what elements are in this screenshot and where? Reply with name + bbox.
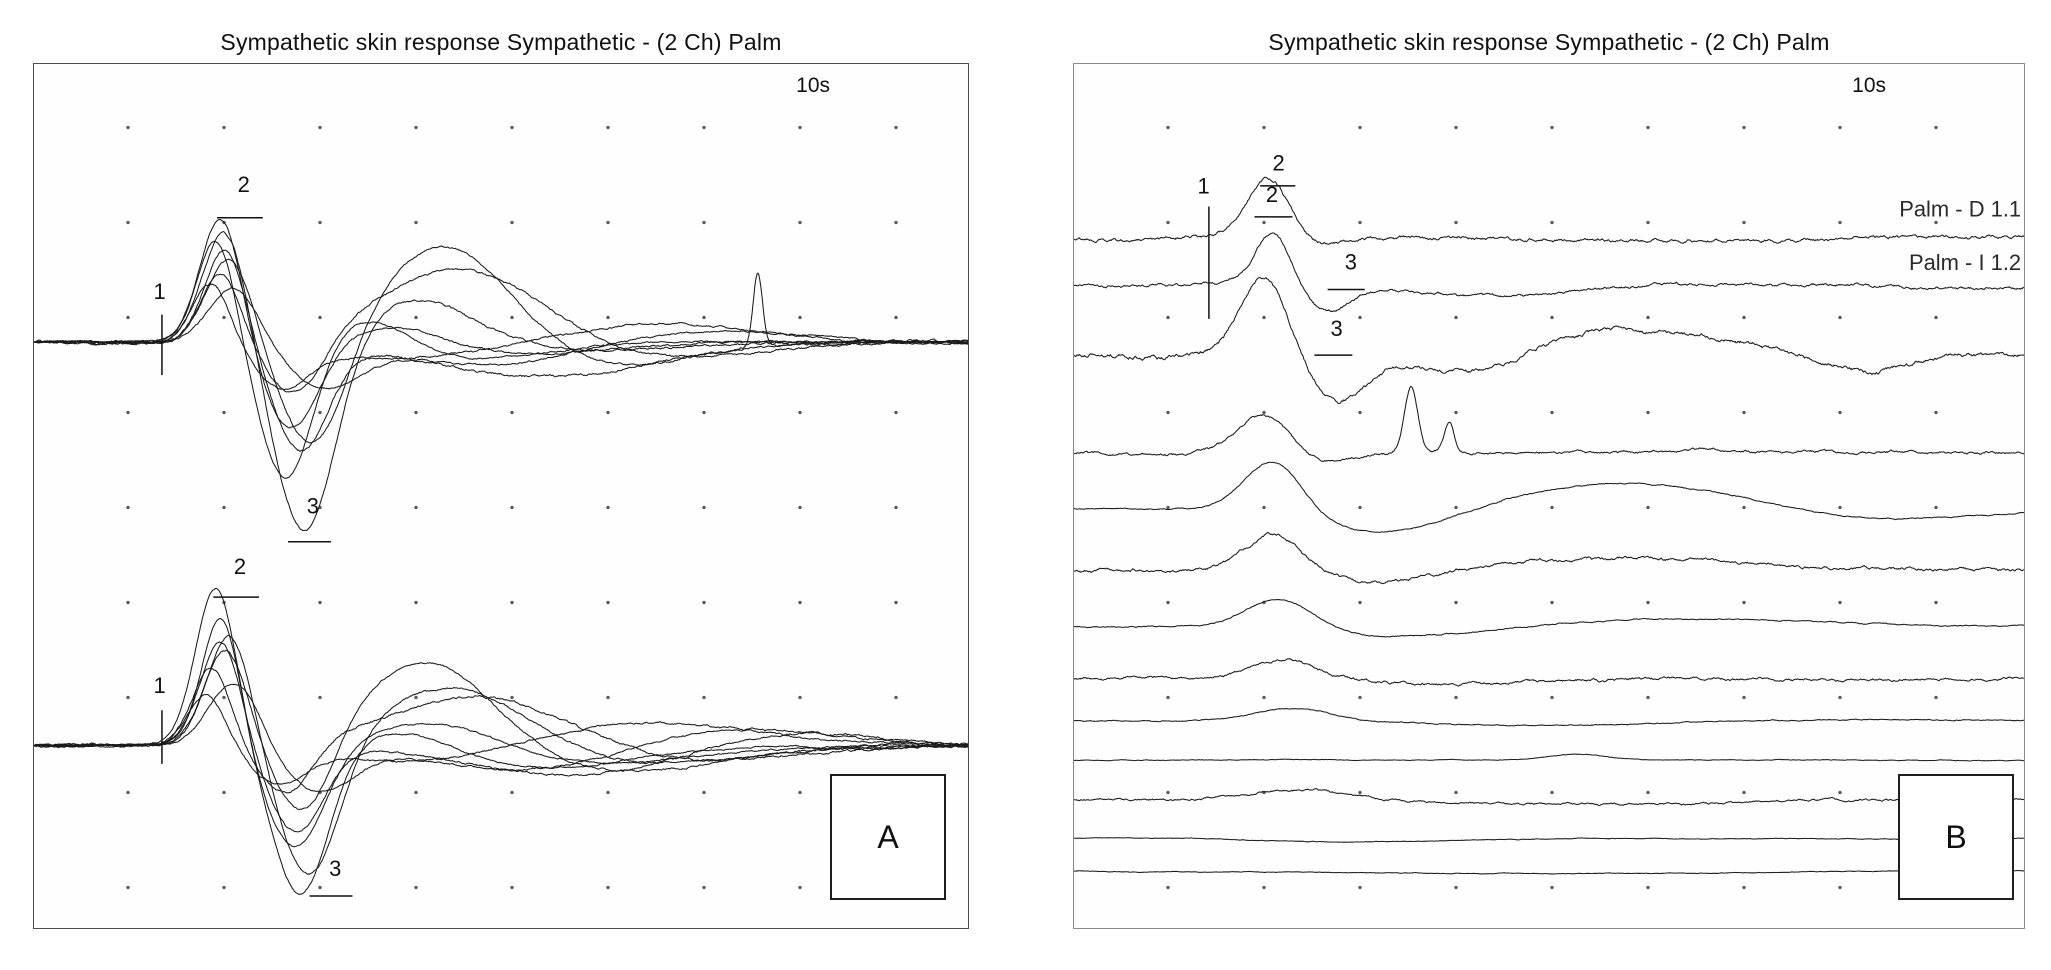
ssr-trace — [34, 634, 968, 875]
ssr-trace — [1074, 461, 2024, 533]
ssr-trace — [1074, 837, 2024, 843]
ssr-trace — [1074, 787, 2024, 807]
ssr-trace — [34, 230, 968, 532]
trace-label: Palm - I 1.2 — [1909, 250, 2021, 275]
ssr-trace — [34, 283, 968, 391]
marker-label: 1 — [154, 673, 166, 698]
marker-label: 3 — [329, 856, 341, 881]
marker-label: 1 — [1198, 174, 1210, 199]
panel-b-corner-label-box: B — [1898, 774, 2014, 900]
ssr-trace — [1074, 869, 2024, 875]
ssr-trace — [1074, 232, 2024, 313]
panel-a-corner-label: A — [877, 818, 899, 855]
panel-a-traces: 1 2 3 1 2 3 — [34, 172, 968, 897]
panel-a-sweep-label: 10s — [796, 74, 830, 97]
marker-label: 2 — [238, 172, 250, 197]
marker-label: 2 — [234, 554, 246, 579]
ssr-trace — [34, 693, 968, 785]
ssr-trace — [34, 219, 968, 429]
ssr-trace — [34, 249, 968, 452]
ssr-trace — [34, 641, 968, 833]
panel-b-sweep-label: 10s — [1852, 74, 1886, 97]
marker-label: 1 — [154, 279, 166, 304]
ssr-trace — [1074, 707, 2024, 727]
ssr-trace — [1074, 176, 2024, 245]
marker-label: 2 — [1266, 182, 1278, 207]
panel-b-title: Sympathetic skin response Sympathetic - … — [1268, 29, 1830, 55]
ssr-trace — [1074, 753, 2024, 762]
marker-label: 3 — [307, 493, 319, 518]
marker-label: 2 — [1273, 150, 1285, 175]
ssr-trace — [34, 245, 968, 444]
trace-label: Palm - D 1.1 — [1899, 197, 2021, 222]
ssr-trace — [1074, 386, 2024, 463]
marker-label: 3 — [1345, 250, 1357, 275]
ssr-trace — [34, 683, 968, 793]
ssr-trace — [1074, 598, 2024, 638]
panel-a-title: Sympathetic skin response Sympathetic - … — [220, 29, 782, 55]
panel-b-plot: 1 2 2 3 3 Palm - D 1.1 Palm - I 1.2 10s B — [1073, 63, 2025, 929]
ssr-trace — [34, 587, 968, 848]
ssr-trace — [1074, 276, 2024, 405]
ssr-trace — [1074, 658, 2024, 687]
panel-b-traces: 1 2 2 3 3 Palm - D 1.1 Palm - I 1.2 — [1074, 150, 2024, 875]
panel-b-corner-label: B — [1945, 818, 1967, 855]
panel-a-corner-label-box: A — [830, 774, 946, 900]
ssr-trace — [34, 649, 968, 810]
panel-b: Sympathetic skin response Sympathetic - … — [1073, 26, 2025, 929]
panel-a-plot: 1 2 3 1 2 3 10s A — [33, 63, 969, 929]
ssr-trace — [1074, 531, 2024, 585]
panel-a: Sympathetic skin response Sympathetic - … — [33, 26, 969, 929]
marker-label: 3 — [1331, 316, 1343, 341]
ssr-trace — [34, 287, 968, 390]
ssr-trace — [34, 617, 968, 895]
ssr-trace — [34, 240, 968, 479]
ssr-trace — [34, 667, 968, 794]
